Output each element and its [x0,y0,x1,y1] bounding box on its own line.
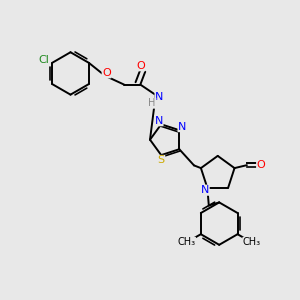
Text: CH₃: CH₃ [243,237,261,247]
Text: O: O [136,61,145,71]
Text: CH₃: CH₃ [177,237,196,247]
Text: N: N [155,92,164,102]
Text: Cl: Cl [38,56,49,65]
Text: N: N [154,116,163,126]
Text: O: O [256,160,266,170]
Text: S: S [158,155,165,165]
Text: O: O [102,68,111,78]
Text: N: N [178,122,186,132]
Text: N: N [201,185,209,195]
Text: H: H [148,98,156,108]
